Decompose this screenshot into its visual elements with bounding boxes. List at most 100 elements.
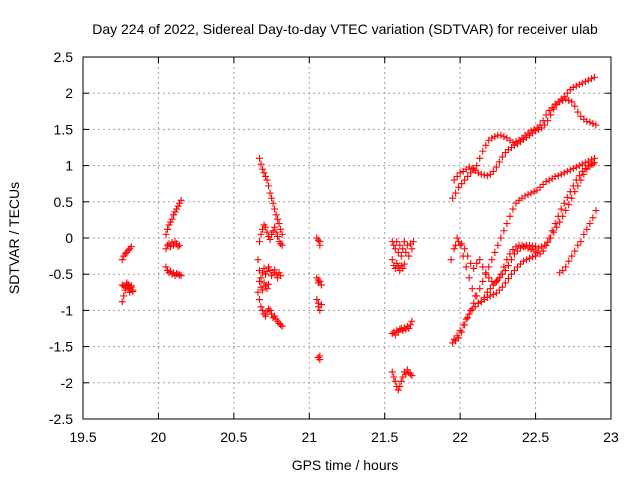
series-arc-21 — [450, 95, 600, 184]
data-point — [547, 111, 555, 119]
data-point — [532, 252, 540, 260]
data-point — [259, 286, 267, 294]
series-arc-19 — [388, 366, 416, 394]
series-arc-20 — [449, 73, 598, 202]
data-point — [405, 325, 413, 332]
data-point — [452, 241, 460, 249]
data-point — [256, 154, 264, 162]
data-point — [177, 272, 185, 280]
data-point — [265, 305, 273, 313]
data-point — [263, 285, 271, 293]
data-point — [177, 196, 185, 204]
data-point — [455, 183, 463, 191]
series-arc-17 — [388, 256, 408, 275]
data-point — [265, 263, 273, 271]
data-point — [390, 241, 398, 249]
series-arc-13 — [313, 274, 325, 289]
data-point — [477, 170, 485, 178]
data-point — [126, 285, 134, 293]
data-point — [388, 256, 396, 264]
data-point — [498, 283, 506, 291]
data-point — [574, 241, 582, 249]
data-point — [586, 118, 594, 126]
data-point — [512, 243, 520, 251]
data-point — [518, 241, 526, 249]
data-point — [529, 242, 537, 250]
series-arc-14 — [313, 296, 325, 314]
data-point — [497, 131, 505, 139]
y-axis-title: SDTVAR / TECUs — [6, 182, 22, 294]
data-point — [556, 218, 564, 226]
data-point — [563, 89, 571, 97]
data-point — [272, 211, 280, 219]
data-point — [391, 245, 399, 253]
data-point — [262, 223, 270, 231]
data-point — [510, 141, 518, 149]
data-point — [124, 280, 132, 288]
data-point — [571, 102, 579, 110]
data-point — [538, 124, 546, 132]
data-point — [486, 285, 494, 293]
data-point — [171, 208, 179, 216]
data-point — [503, 256, 511, 264]
data-point — [551, 172, 559, 180]
data-point — [491, 133, 499, 141]
data-point — [166, 218, 174, 226]
data-point — [566, 188, 574, 196]
data-point — [562, 206, 570, 214]
data-point — [275, 319, 283, 327]
data-point — [259, 269, 267, 277]
data-point — [504, 275, 512, 283]
data-point — [590, 159, 598, 167]
data-point — [486, 292, 494, 300]
data-point — [486, 170, 494, 178]
data-point — [553, 101, 561, 109]
grid — [83, 57, 611, 419]
data-point — [129, 288, 137, 296]
data-point — [166, 267, 174, 275]
data-point — [176, 271, 184, 279]
data-point — [168, 270, 176, 278]
data-point — [506, 212, 514, 220]
tick-labels: 19.5 20 20.5 21 21.5 22 22.5 23-2.5-2-1.5-1-0.5… — [49, 49, 619, 445]
data-point — [275, 220, 283, 228]
data-point — [458, 180, 466, 188]
data-point — [403, 241, 411, 249]
data-point — [542, 178, 550, 186]
data-point — [497, 234, 505, 242]
data-point — [494, 276, 502, 284]
data-point — [556, 98, 564, 106]
data-point — [269, 199, 277, 207]
data-point — [268, 194, 276, 202]
data-point — [257, 283, 265, 291]
data-point — [592, 206, 600, 214]
data-point — [509, 205, 517, 213]
series-arc-4 — [162, 196, 185, 238]
data-point — [123, 279, 131, 287]
y-tick-label: -1.5 — [49, 339, 73, 355]
data-point — [554, 212, 562, 220]
data-point — [566, 166, 574, 174]
data-point — [399, 245, 407, 253]
data-point — [317, 301, 325, 309]
data-point — [501, 279, 509, 287]
data-point — [173, 269, 181, 277]
data-point — [563, 167, 571, 175]
data-point — [271, 266, 279, 274]
data-point — [257, 230, 265, 238]
data-point — [459, 321, 467, 329]
series-arc-8 — [256, 221, 286, 249]
data-point — [578, 160, 586, 168]
data-point — [581, 164, 589, 172]
series-arc-3 — [118, 279, 137, 296]
series-arc-1 — [118, 243, 135, 264]
data-point — [269, 269, 277, 277]
data-point — [559, 267, 567, 275]
data-point — [523, 256, 531, 264]
data-point — [397, 262, 405, 270]
data-point — [560, 199, 568, 207]
data-point — [471, 303, 479, 311]
data-point — [497, 270, 505, 278]
data-point — [504, 262, 512, 270]
